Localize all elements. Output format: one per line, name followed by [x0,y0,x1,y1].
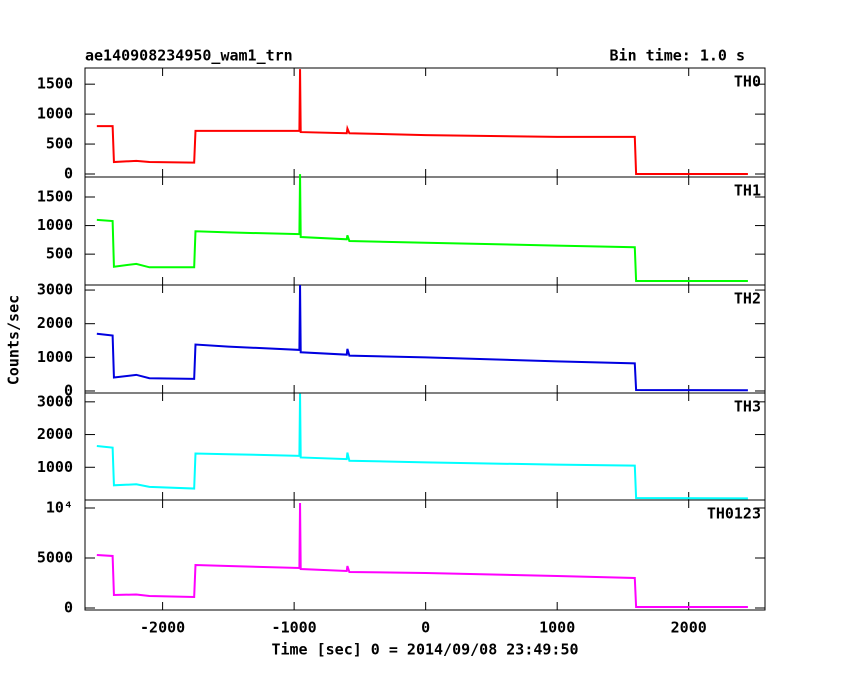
y-tick-label: 0 [64,599,73,617]
panel-label: TH0 [734,73,761,91]
x-tick-label: 0 [421,619,430,637]
panel-frame [84,499,766,611]
series-line [96,393,748,500]
series-line [96,174,748,282]
y-tick-label: 1000 [37,105,73,123]
y-tick-label: 2000 [37,425,73,443]
panel-label: TH1 [734,182,761,200]
y-tick-label: 1000 [37,348,73,366]
chart-title: ae140908234950_wam1_trn [85,47,293,65]
series-line [96,502,748,608]
x-tick-label: 1000 [539,619,575,637]
y-tick-label: 500 [46,135,73,153]
y-tick-label: 10⁴ [46,499,73,517]
series-line [96,284,748,392]
panel-frame [84,67,766,178]
x-axis-label: Time [sec] 0 = 2014/09/08 23:49:50 [271,641,578,659]
series-line [96,69,748,176]
y-tick-label: 5000 [37,549,73,567]
y-axis-label: Counts/sec [5,295,23,385]
x-tick-label: -2000 [140,619,185,637]
panel-label: TH2 [734,290,761,308]
x-tick-label: -1000 [272,619,317,637]
y-tick-label: 0 [64,165,73,183]
y-tick-label: 1500 [37,188,73,206]
y-tick-label: 1000 [37,458,73,476]
y-tick-label: 1000 [37,216,73,234]
bin-time: Bin time: 1.0 s [610,47,745,65]
panel-frame [84,392,766,501]
y-tick-label: 0 [64,381,73,399]
panel-label: TH0123 [707,505,761,523]
y-tick-label: 500 [46,245,73,263]
panel-label: TH3 [734,398,761,416]
y-tick-label: 3000 [37,281,73,299]
x-tick-label: 2000 [671,619,707,637]
y-tick-label: 1500 [37,75,73,93]
y-tick-label: 3000 [37,392,73,410]
panel-frame [84,176,766,286]
panel-frame [84,284,766,394]
y-tick-label: 2000 [37,314,73,332]
